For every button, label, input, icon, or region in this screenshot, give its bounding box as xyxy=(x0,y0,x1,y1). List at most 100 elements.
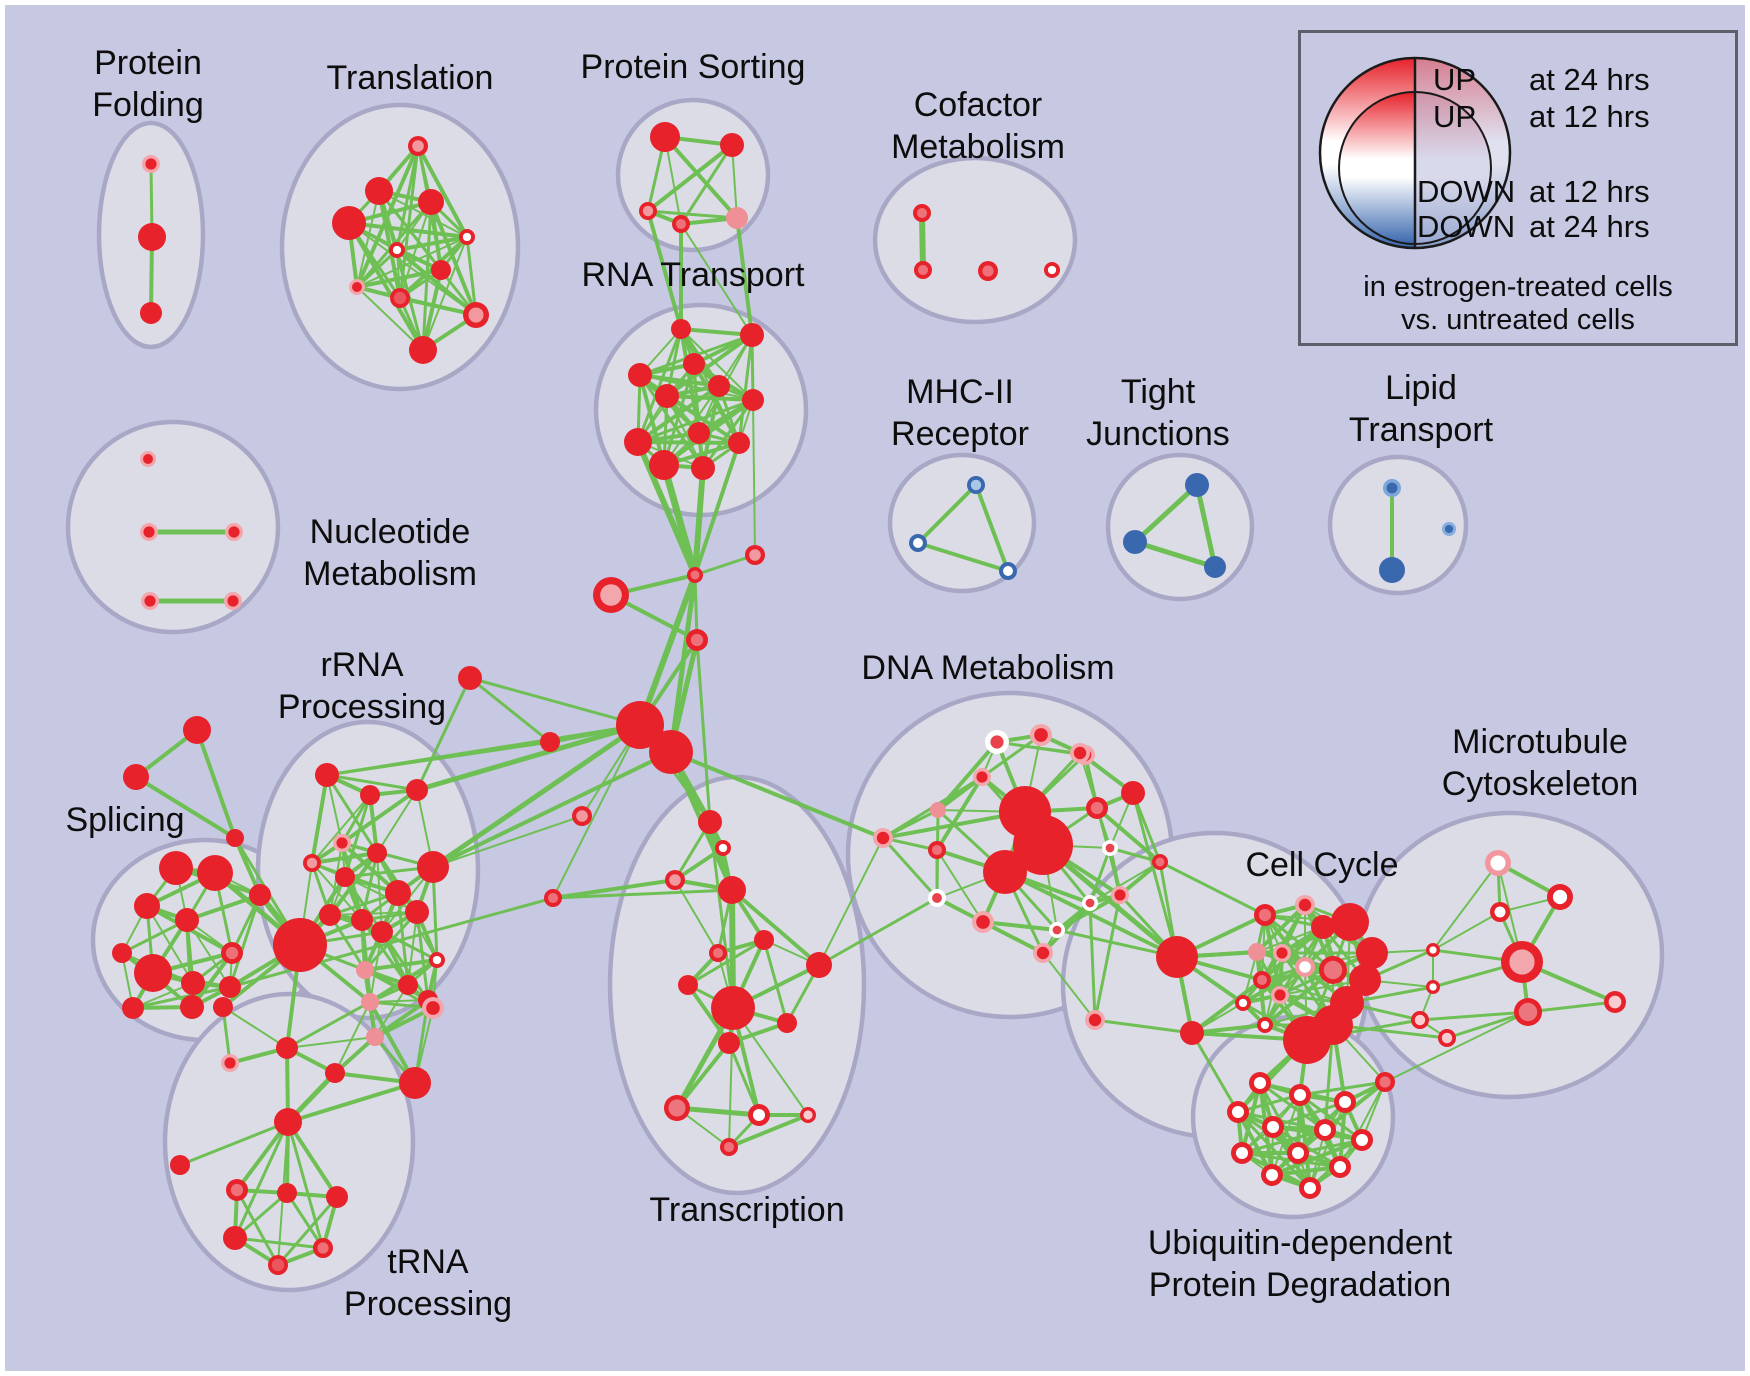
node xyxy=(325,1063,345,1083)
node xyxy=(688,422,710,444)
node-core xyxy=(547,892,559,904)
node-core xyxy=(1260,1020,1270,1030)
node xyxy=(361,993,379,1011)
node-core xyxy=(931,844,943,856)
node-core xyxy=(1490,855,1506,871)
node-core xyxy=(392,245,402,255)
node xyxy=(691,456,715,480)
node xyxy=(319,904,341,926)
label-tight_junctions-line2: Junctions xyxy=(1086,415,1230,453)
legend-updown-glyph xyxy=(1318,56,1512,250)
node-core xyxy=(1231,1105,1245,1119)
cluster-splicing xyxy=(112,851,271,1019)
cluster-rna_transport xyxy=(624,319,764,480)
node-core xyxy=(1155,857,1165,867)
edge xyxy=(311,794,371,864)
edge xyxy=(881,836,939,900)
edge xyxy=(638,373,721,388)
node xyxy=(417,851,449,883)
node-core xyxy=(1276,947,1288,959)
legend-down-12-dir: DOWN xyxy=(1417,174,1516,209)
node-core xyxy=(1114,889,1126,901)
cluster-translation xyxy=(332,136,489,364)
node xyxy=(1330,986,1364,1020)
label-nucleotide_metabolism-line2: Metabolism xyxy=(303,555,477,593)
edge xyxy=(916,541,1010,573)
node-core xyxy=(1509,949,1535,975)
edge xyxy=(1236,1110,1312,1190)
edge xyxy=(728,1007,734,1148)
legend-caption-line2: vs. untreated cells xyxy=(1401,304,1635,336)
node xyxy=(219,976,241,998)
shell-nucleotide_metabolism xyxy=(65,419,281,635)
edge xyxy=(374,984,409,1038)
node-core xyxy=(143,526,155,538)
node-core xyxy=(1253,1076,1267,1090)
node-core xyxy=(462,232,472,242)
node-core xyxy=(718,843,728,853)
label-dna_metabolism-line1: DNA Metabolism xyxy=(861,649,1114,687)
node-core xyxy=(876,831,890,845)
cluster-transcription xyxy=(664,810,832,1156)
node xyxy=(1121,781,1145,805)
cluster-cell_cycle xyxy=(1156,895,1388,1064)
edge xyxy=(356,190,380,288)
edge xyxy=(1339,1081,1386,1168)
edge xyxy=(310,851,379,865)
edge xyxy=(636,327,683,444)
node xyxy=(226,829,244,847)
legend-up-12-dir: UP xyxy=(1433,99,1477,134)
label-splicing-line1: Splicing xyxy=(65,801,184,839)
edge xyxy=(285,1191,325,1250)
node xyxy=(1204,556,1226,578)
node xyxy=(1331,903,1369,941)
edge xyxy=(355,248,399,289)
cluster-lipid_transport xyxy=(1379,479,1456,583)
node xyxy=(122,997,144,1019)
edge xyxy=(935,775,984,852)
edge xyxy=(646,209,683,331)
node xyxy=(365,177,393,205)
node xyxy=(175,908,199,932)
edge xyxy=(360,851,379,922)
node-core xyxy=(916,207,928,219)
legend-up-12-time: at 12 hrs xyxy=(1529,99,1650,134)
edge xyxy=(286,1120,325,1250)
node-core xyxy=(932,893,942,903)
edge xyxy=(674,1105,762,1118)
node-core xyxy=(1085,898,1095,908)
label-rrna_processing-line1: rRNA xyxy=(320,646,403,684)
edge xyxy=(981,920,1059,932)
edge xyxy=(1432,911,1501,951)
node xyxy=(181,971,205,995)
node xyxy=(332,206,366,240)
label-trna_processing-line1: tRNA xyxy=(387,1243,469,1281)
edge xyxy=(1190,1031,1240,1114)
node-core xyxy=(1386,482,1398,494)
cluster-cofactor_metabolism xyxy=(913,204,1060,281)
node-core xyxy=(1552,889,1568,905)
edge xyxy=(1003,870,1179,959)
edge xyxy=(120,918,189,955)
node-core xyxy=(668,1099,686,1117)
node xyxy=(138,223,166,251)
edge xyxy=(663,135,739,220)
node-core xyxy=(1088,1013,1102,1027)
edge xyxy=(1194,482,1218,570)
edge xyxy=(1241,965,1307,1005)
node-core xyxy=(1052,925,1062,935)
node xyxy=(170,1155,190,1175)
node xyxy=(1156,936,1198,978)
edge xyxy=(737,333,754,445)
node-core xyxy=(1238,998,1248,1008)
edge xyxy=(431,750,673,869)
node-core xyxy=(1090,801,1104,815)
node xyxy=(197,855,233,891)
node-core xyxy=(1047,265,1057,275)
node xyxy=(213,997,233,1017)
label-trna_processing-line2: Processing xyxy=(344,1285,512,1323)
node-core xyxy=(723,1141,735,1153)
edge xyxy=(1240,1128,1327,1155)
label-microtubule_cytoskeleton-line1: Microtubule xyxy=(1452,723,1628,761)
